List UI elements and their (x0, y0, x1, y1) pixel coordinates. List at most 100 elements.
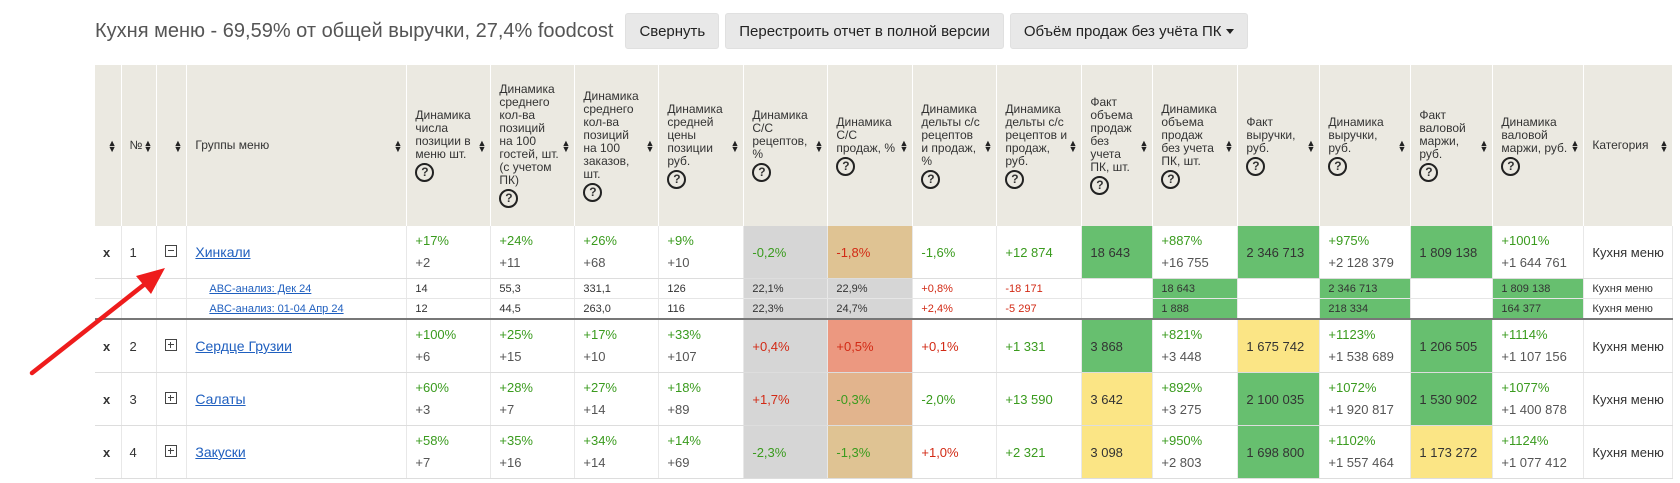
cell: +14% +69 (658, 425, 745, 479)
abc-analysis-link[interactable]: ABC-анализ: 01-04 Апр 24 (209, 302, 344, 315)
cell: 1 675 742 (1237, 319, 1321, 373)
table-row: x 1 Хинкали +17% +2 +24% +11 +26% +68 +9% +1… (95, 226, 1674, 279)
group-link[interactable]: Салаты (195, 391, 246, 407)
expand-row-toggle[interactable] (156, 425, 188, 479)
cell (1081, 298, 1154, 320)
sales-volume-dropdown[interactable]: Объём продаж без учёта ПК (1009, 13, 1249, 49)
column-header-per-100-guests[interactable]: Динамика среднего кол-ва позиций на 100 … (490, 65, 576, 226)
help-icon[interactable]: ? (1419, 163, 1439, 182)
remove-row-button[interactable]: x (95, 319, 122, 373)
sort-icon[interactable]: ▲ ▼ (107, 137, 117, 154)
row-number: 4 (121, 425, 158, 479)
column-header-sales-volume-dynamics[interactable]: Динамика объема продаж без учета ПК, шт.… (1152, 65, 1239, 226)
help-icon[interactable]: ? (1005, 169, 1025, 189)
column-header-sales-volume-fact[interactable]: Факт объема продаж без учета ПК, шт.? ▲ ▼ (1081, 65, 1154, 226)
help-icon[interactable]: ? (667, 169, 687, 189)
cell: 116 (658, 298, 745, 320)
category-cell: Кухня меню (1583, 298, 1674, 320)
expand-row-toggle[interactable] (156, 372, 188, 426)
cell: +12 874 (996, 226, 1083, 279)
sort-icon[interactable]: ▲ ▼ (393, 137, 403, 154)
column-header-items-count[interactable]: Динамика числа позиции в меню шт.? ▲ ▼ (406, 65, 492, 226)
plus-box-icon[interactable] (165, 444, 178, 457)
column-header-category[interactable]: Категория ▲ ▼ (1583, 65, 1674, 226)
sort-icon[interactable]: ▲ ▼ (1224, 137, 1234, 154)
column-header-recipe-cost[interactable]: Динамика С/С рецептов, %? ▲ ▼ (743, 65, 829, 226)
column-header[interactable]: ▲ ▼ (156, 65, 188, 226)
help-icon[interactable]: ? (836, 156, 856, 176)
remove-row-button[interactable]: x (95, 372, 122, 426)
sort-icon[interactable]: ▲ ▼ (1659, 137, 1669, 154)
help-icon[interactable]: ? (752, 163, 772, 182)
help-icon[interactable]: ? (921, 169, 941, 189)
help-icon[interactable]: ? (1246, 156, 1266, 176)
collapse-button[interactable]: Свернуть (625, 13, 720, 49)
cell: +2,4% (912, 298, 998, 320)
cell: 1 698 800 (1237, 425, 1321, 479)
help-icon[interactable]: ? (583, 182, 603, 202)
cell: +0,8% (912, 278, 998, 299)
expand-row-toggle[interactable] (156, 319, 188, 373)
cell: 1 530 902 (1410, 372, 1494, 426)
cell: +1001% +1 644 761 (1492, 226, 1585, 279)
column-header-revenue-fact[interactable]: Факт выручки, руб.? ▲ ▼ (1237, 65, 1321, 226)
sort-icon[interactable]: ▲ ▼ (173, 137, 183, 154)
abc-analysis-link[interactable]: ABC-анализ: Дек 24 (209, 282, 312, 295)
group-link[interactable]: Сердце Грузии (195, 338, 292, 354)
column-header-menu-groups[interactable]: Группы меню ▲ ▼ (186, 65, 408, 226)
remove-row-button[interactable]: x (95, 226, 122, 279)
sort-icon[interactable]: ▲ ▼ (983, 137, 993, 154)
sort-icon[interactable]: ▲ ▼ (1397, 137, 1407, 154)
column-header-number[interactable]: № ▲ ▼ (121, 65, 158, 226)
cell: -0,2% (743, 226, 829, 279)
sort-icon[interactable]: ▲ ▼ (1068, 137, 1078, 154)
help-icon[interactable]: ? (415, 163, 435, 182)
help-icon[interactable]: ? (1328, 156, 1348, 176)
sales-volume-dropdown-label: Объём продаж без учёта ПК (1023, 22, 1222, 40)
cell: 1 809 138 (1410, 226, 1494, 279)
column-header[interactable]: ▲ ▼ (95, 65, 122, 226)
table-header-row: ▲ ▼ № ▲ ▼ ▲ ▼ Группы меню ▲ ▼ Динамика числа п… (95, 65, 1674, 226)
plus-box-icon[interactable] (165, 338, 178, 351)
column-header-delta-rub[interactable]: Динамика дельты с/с рецептов и продаж, р… (996, 65, 1083, 226)
help-icon[interactable]: ? (499, 189, 519, 208)
sort-icon[interactable]: ▲ ▼ (1479, 137, 1489, 154)
help-icon[interactable]: ? (1090, 176, 1110, 195)
plus-box-icon[interactable] (165, 391, 178, 404)
column-header-avg-price[interactable]: Динамика средней цены позиции руб.? ▲ ▼ (658, 65, 745, 226)
column-header-margin-fact[interactable]: Факт валовой маржи, руб.? ▲ ▼ (1410, 65, 1494, 226)
sort-icon[interactable]: ▲ ▼ (814, 137, 824, 154)
cell: 1 809 138 (1492, 278, 1585, 299)
cell: +1,0% (912, 425, 998, 479)
rebuild-report-button[interactable]: Перестроить отчет в полной версии (725, 13, 1004, 49)
sort-icon[interactable]: ▲ ▼ (1570, 137, 1580, 154)
help-icon[interactable]: ? (1161, 169, 1181, 189)
sort-icon[interactable]: ▲ ▼ (143, 137, 153, 154)
help-icon[interactable]: ? (1501, 156, 1521, 176)
sort-icon[interactable]: ▲ ▼ (477, 137, 487, 154)
column-header-revenue-dynamics[interactable]: Динамика выручки, руб.? ▲ ▼ (1319, 65, 1412, 226)
sort-icon[interactable]: ▲ ▼ (1306, 137, 1316, 154)
sub-row: ABC-анализ: 01-04 Апр 24 12 44,5 263,0 1… (95, 298, 1674, 320)
cell (156, 278, 188, 299)
minus-box-icon[interactable] (165, 244, 178, 257)
sort-icon[interactable]: ▲ ▼ (730, 137, 740, 154)
remove-row-button[interactable]: x (95, 425, 122, 479)
column-header-sales-cost[interactable]: Динамика С/С продаж, %? ▲ ▼ (827, 65, 914, 226)
cell: +17% +10 (574, 319, 660, 373)
column-header-per-100-orders[interactable]: Динамика среднего кол-ва позиций на 100 … (574, 65, 660, 226)
sort-icon[interactable]: ▲ ▼ (561, 137, 571, 154)
cell: 18 643 (1081, 226, 1154, 279)
group-link[interactable]: Закуски (195, 444, 246, 460)
collapse-row-toggle[interactable] (156, 226, 188, 279)
column-header-margin-dynamics[interactable]: Динамика валовой маржи, руб.? ▲ ▼ (1492, 65, 1585, 226)
cell: +887% +16 755 (1152, 226, 1239, 279)
column-header-delta-percent[interactable]: Динамика дельты с/с рецептов и продаж, %… (912, 65, 998, 226)
cell: 2 100 035 (1237, 372, 1321, 426)
sort-icon[interactable]: ▲ ▼ (645, 137, 655, 154)
cell: -18 171 (996, 278, 1083, 299)
sort-icon[interactable]: ▲ ▼ (899, 137, 909, 154)
group-link[interactable]: Хинкали (195, 244, 251, 260)
sort-icon[interactable]: ▲ ▼ (1139, 137, 1149, 154)
cell: 3 642 (1081, 372, 1154, 426)
